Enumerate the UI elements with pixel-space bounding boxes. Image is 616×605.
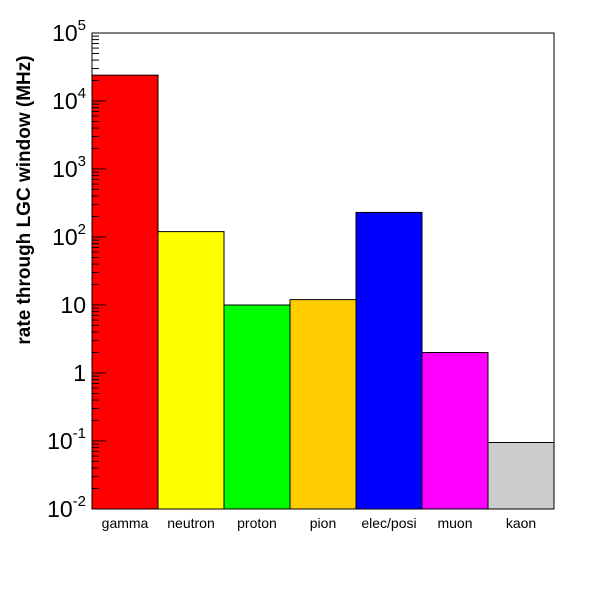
bar-muon <box>421 352 489 510</box>
x-tick-label: proton <box>237 515 277 531</box>
bar-gamma <box>91 74 159 510</box>
y-tick-label: 102 <box>52 221 86 250</box>
y-tick-label: 10-2 <box>47 493 86 522</box>
x-tick-label: kaon <box>506 515 536 531</box>
y-tick-base: 10 <box>47 428 73 454</box>
y-tick-base: 10 <box>47 496 73 522</box>
y-tick-label: 10-1 <box>47 425 86 454</box>
y-axis-label: rate through LGC window (MHz) <box>14 55 35 344</box>
y-tick-base: 10 <box>60 292 86 318</box>
y-tick-label: 10 <box>60 292 86 318</box>
x-tick-label: elec/posi <box>361 515 416 531</box>
x-tick-labels: gamma neutron proton pion elec/posi muon kaon <box>102 515 537 531</box>
y-minor-ticks <box>92 35 99 490</box>
x-tick-label: pion <box>310 515 336 531</box>
y-tick-exponent: -2 <box>73 493 86 510</box>
y-tick-exponent: 5 <box>78 17 86 34</box>
y-tick-exponent: 2 <box>78 221 86 238</box>
y-tick-label: 104 <box>52 85 86 114</box>
x-tick-label: muon <box>437 515 472 531</box>
y-tick-base: 10 <box>52 20 78 46</box>
bar-kaon <box>487 442 555 510</box>
y-tick-base: 10 <box>52 156 78 182</box>
x-tick-label: neutron <box>167 515 214 531</box>
bars-group <box>91 74 555 510</box>
y-tick-base: 10 <box>52 88 78 114</box>
plot-frame <box>91 32 555 510</box>
bar-pion <box>289 299 357 510</box>
bar-neutron <box>157 231 225 510</box>
y-tick-label: 103 <box>52 153 86 182</box>
y-tick-exponent: -1 <box>73 425 86 442</box>
y-tick-label: 1 <box>73 360 86 386</box>
bar-proton <box>223 304 291 510</box>
y-tick-exponent: 3 <box>78 153 86 170</box>
x-tick-label: gamma <box>102 515 149 531</box>
y-tick-exponent: 4 <box>78 85 86 102</box>
bar-elec-posi <box>355 211 423 510</box>
y-tick-label: 105 <box>52 17 86 46</box>
y-tick-base: 10 <box>52 224 78 250</box>
y-tick-base: 1 <box>73 360 86 386</box>
